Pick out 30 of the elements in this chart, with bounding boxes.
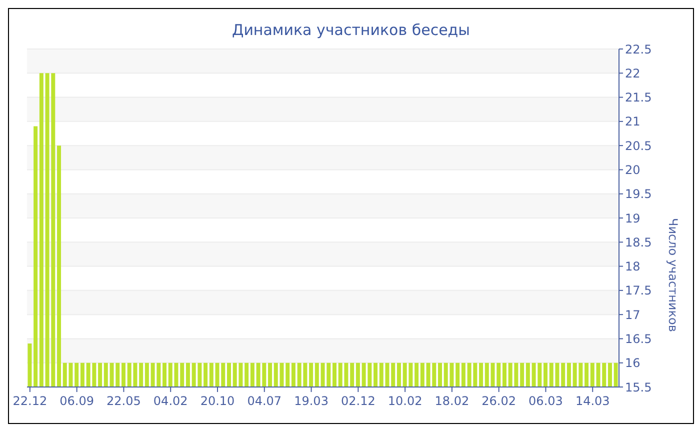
x-tick-label: 20.10 (200, 394, 235, 408)
y-tick-label: 20.5 (625, 138, 652, 153)
y-tick-label: 22 (625, 66, 640, 80)
chart-title: Динамика участников беседы (230, 21, 472, 39)
y-tick-label: 20 (625, 162, 640, 177)
y-tick-label: 19 (625, 211, 640, 226)
y-tick-label: 21 (625, 114, 640, 129)
y-tick-label: 18.5 (625, 235, 652, 250)
x-tick-label: 10.02 (388, 394, 422, 408)
x-tick-label: 06.03 (528, 394, 563, 408)
x-tick-label: 04.02 (153, 394, 188, 408)
x-tick-label: 06.09 (60, 394, 94, 408)
y-tick-label: 17.5 (625, 284, 652, 298)
y-tick-label: 16.5 (625, 332, 652, 346)
y-tick-label: 19.5 (625, 187, 652, 202)
y-tick-label: 21.5 (625, 90, 652, 105)
y-tick-label: 16 (625, 356, 640, 370)
y-tick-label: 17 (625, 308, 640, 322)
x-tick-label: 18.02 (434, 394, 470, 408)
x-tick-label: 22.12 (12, 394, 48, 408)
y-tick-label: 18 (625, 260, 640, 274)
x-tick-label: 04.07 (247, 394, 282, 408)
x-tick-label: 26.02 (482, 394, 516, 408)
y-tick-label: 15.5 (625, 380, 652, 394)
x-tick-label: 14.03 (575, 394, 610, 408)
y-tick-label: 22.5 (625, 42, 652, 56)
y-axis-title: Число участников (666, 218, 680, 332)
x-tick-label: 19.03 (294, 394, 328, 408)
x-tick-label: 02.12 (340, 394, 376, 408)
x-tick-label: 22.05 (106, 394, 141, 408)
